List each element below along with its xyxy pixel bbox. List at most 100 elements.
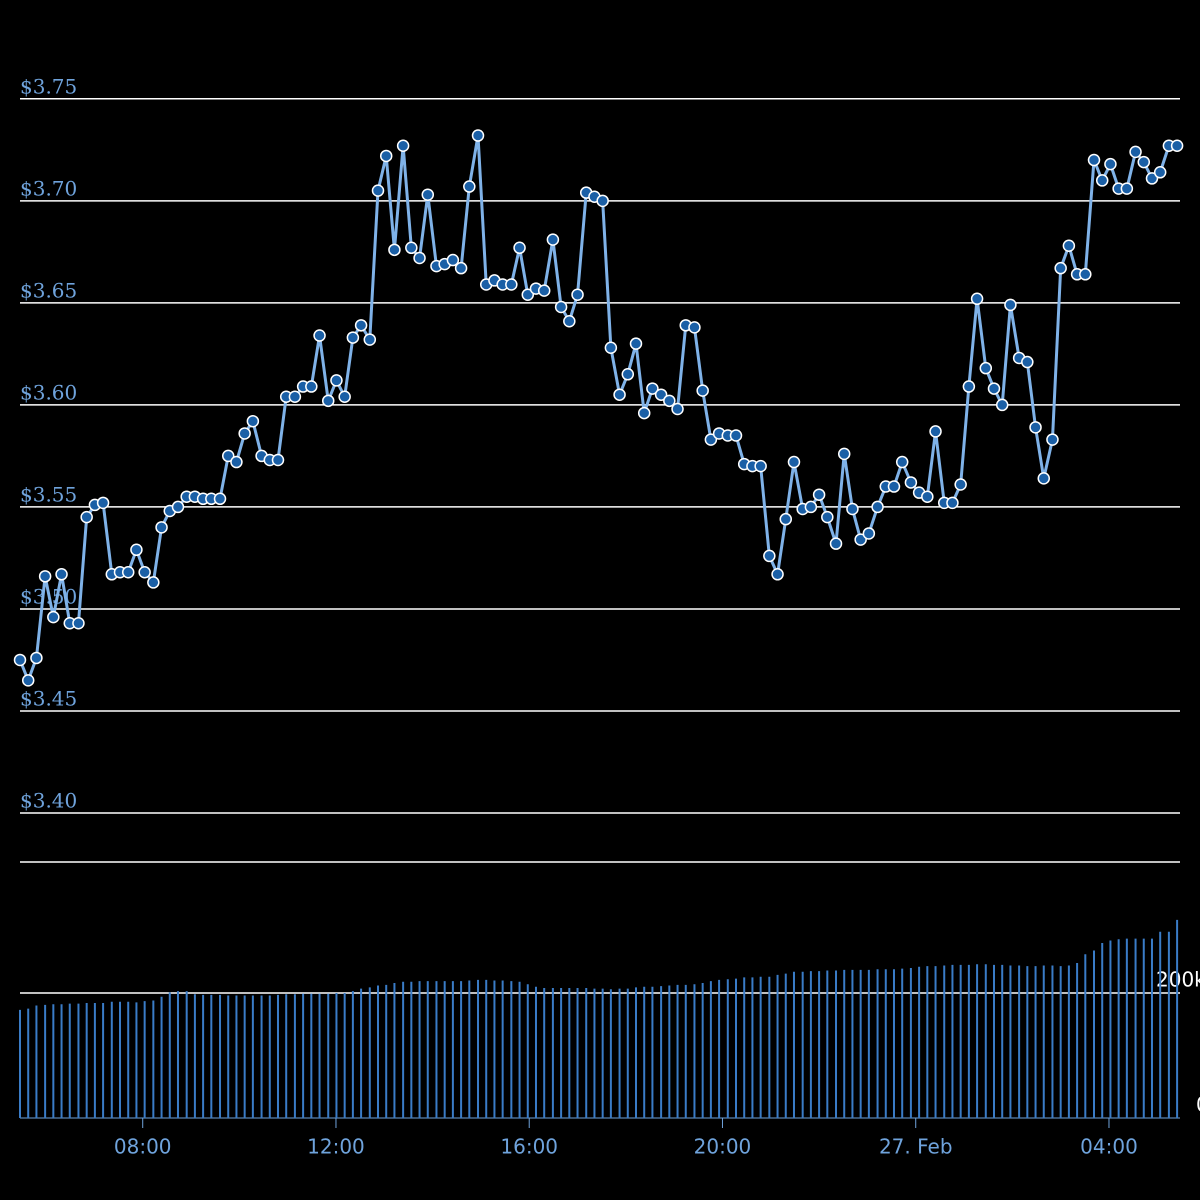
volume-bar: [368, 987, 371, 1118]
volume-bar: [1125, 938, 1128, 1118]
volume-bar: [210, 994, 213, 1118]
volume-bar: [435, 981, 438, 1118]
price-marker: [213, 492, 227, 506]
volume-bar: [976, 964, 979, 1118]
volume-bar: [576, 988, 579, 1118]
price-marker: [821, 510, 834, 524]
volume-bar: [285, 994, 288, 1118]
volume-bar: [310, 993, 313, 1118]
price-marker: [688, 321, 701, 334]
volume-bar: [443, 981, 446, 1118]
volume-bar: [393, 983, 396, 1118]
volume-bar: [1134, 938, 1137, 1118]
price-marker: [1021, 355, 1034, 369]
volume-bar: [1026, 966, 1029, 1118]
price-marker: [55, 568, 68, 581]
volume-bar: [709, 981, 712, 1118]
volume-bar: [19, 1009, 21, 1118]
price-marker: [946, 496, 959, 510]
price-marker: [862, 527, 876, 540]
price-marker: [1062, 239, 1076, 252]
price-marker: [854, 533, 867, 546]
volume-bar: [1101, 943, 1104, 1118]
volume-bar: [302, 993, 305, 1118]
price-marker: [396, 139, 410, 152]
price-marker: [288, 390, 302, 403]
volume-bar: [668, 985, 671, 1118]
price-marker: [421, 188, 435, 201]
price-marker: [72, 616, 85, 630]
volume-bar: [1009, 965, 1012, 1118]
x-tick-label: 04:00: [1080, 1135, 1138, 1159]
volume-bar: [792, 971, 795, 1118]
volume-bar: [293, 994, 296, 1118]
volume-bar: [1001, 964, 1004, 1118]
price-marker: [554, 300, 568, 314]
volume-bar: [1051, 965, 1054, 1118]
price-marker: [463, 180, 476, 193]
volume-bar: [1093, 950, 1096, 1118]
price-marker: [571, 288, 584, 301]
volume-bar: [27, 1008, 30, 1118]
price-marker: [1170, 139, 1184, 152]
price-marker: [987, 382, 1001, 395]
volume-bar: [451, 981, 454, 1118]
volume-bar: [485, 979, 488, 1118]
price-marker: [271, 453, 285, 467]
volume-bar: [843, 969, 846, 1118]
price-marker: [1145, 172, 1159, 185]
volume-bar: [759, 976, 762, 1118]
volume-bar: [684, 984, 687, 1118]
volume-bar: [884, 969, 887, 1118]
price-marker: [513, 241, 526, 255]
price-marker: [1095, 174, 1109, 187]
volume-bar: [1159, 931, 1162, 1118]
price-marker: [596, 194, 609, 208]
price-marker: [155, 521, 168, 534]
volume-bar: [168, 992, 171, 1118]
volume-bar: [193, 994, 196, 1118]
volume-bar: [1076, 963, 1079, 1118]
price-marker: [563, 314, 576, 328]
volume-bar: [351, 991, 354, 1118]
price-marker: [1029, 421, 1042, 434]
price-marker: [446, 253, 460, 267]
y-tick-label: $3.55: [20, 482, 77, 506]
volume-bar: [60, 1004, 63, 1118]
price-marker: [330, 374, 343, 387]
volume-bar: [809, 971, 812, 1118]
volume-bar: [1150, 938, 1153, 1118]
volume-bar: [219, 994, 222, 1118]
volume-bar: [618, 988, 621, 1118]
volume-bar: [776, 974, 779, 1118]
volume-bar: [335, 993, 338, 1118]
price-marker: [305, 380, 318, 393]
volume-bar: [959, 964, 962, 1118]
price-marker: [1129, 145, 1142, 159]
volume-bar: [318, 993, 321, 1118]
price-marker: [246, 414, 260, 428]
price-marker: [454, 261, 468, 275]
volume-bar: [185, 991, 188, 1118]
volume-bar: [967, 964, 970, 1118]
price-marker: [1054, 261, 1067, 275]
price-marker: [979, 361, 993, 375]
price-marker: [1120, 182, 1134, 195]
volume-bar: [901, 968, 904, 1118]
volume-bar: [1176, 919, 1179, 1118]
y-tick-label: $3.60: [20, 380, 77, 404]
x-tick-label: 16:00: [500, 1135, 558, 1159]
volume-bar: [818, 971, 821, 1118]
price-marker: [405, 241, 418, 255]
volume-bar: [468, 980, 471, 1118]
price-marker: [829, 537, 843, 550]
volume-bar: [102, 1003, 105, 1118]
volume-bar: [501, 980, 504, 1118]
x-tick-label: 27. Feb: [879, 1135, 953, 1159]
price-marker: [346, 331, 360, 344]
price-marker: [1046, 433, 1059, 446]
price-marker: [13, 653, 27, 667]
price-marker: [313, 329, 326, 342]
